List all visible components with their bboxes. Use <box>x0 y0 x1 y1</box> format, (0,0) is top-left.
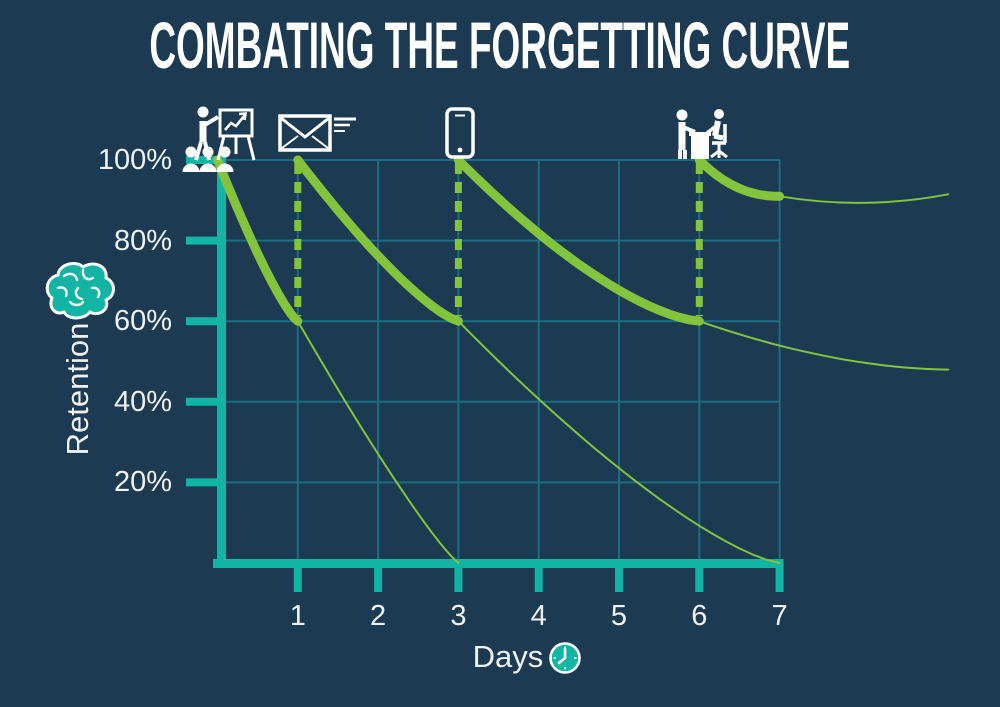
forgetting-curve <box>698 320 950 371</box>
presentation-icon <box>182 106 256 172</box>
brain-icon <box>45 262 115 320</box>
page-title-text: COMBATING THE FORGETTING CURVE <box>149 8 851 82</box>
forgetting-curve <box>296 320 460 564</box>
retention-curve <box>453 155 704 326</box>
retention-curve <box>694 155 785 201</box>
forgetting-curve <box>778 193 950 204</box>
page-title: COMBATING THE FORGETTING CURVE <box>0 8 1000 82</box>
forgetting-curve <box>457 320 781 564</box>
email-icon <box>278 114 356 152</box>
retention-curve <box>213 155 303 326</box>
clock-icon <box>549 642 581 674</box>
smartphone-icon <box>445 107 475 159</box>
retention-curve <box>293 155 463 326</box>
meeting-icon <box>676 109 728 159</box>
